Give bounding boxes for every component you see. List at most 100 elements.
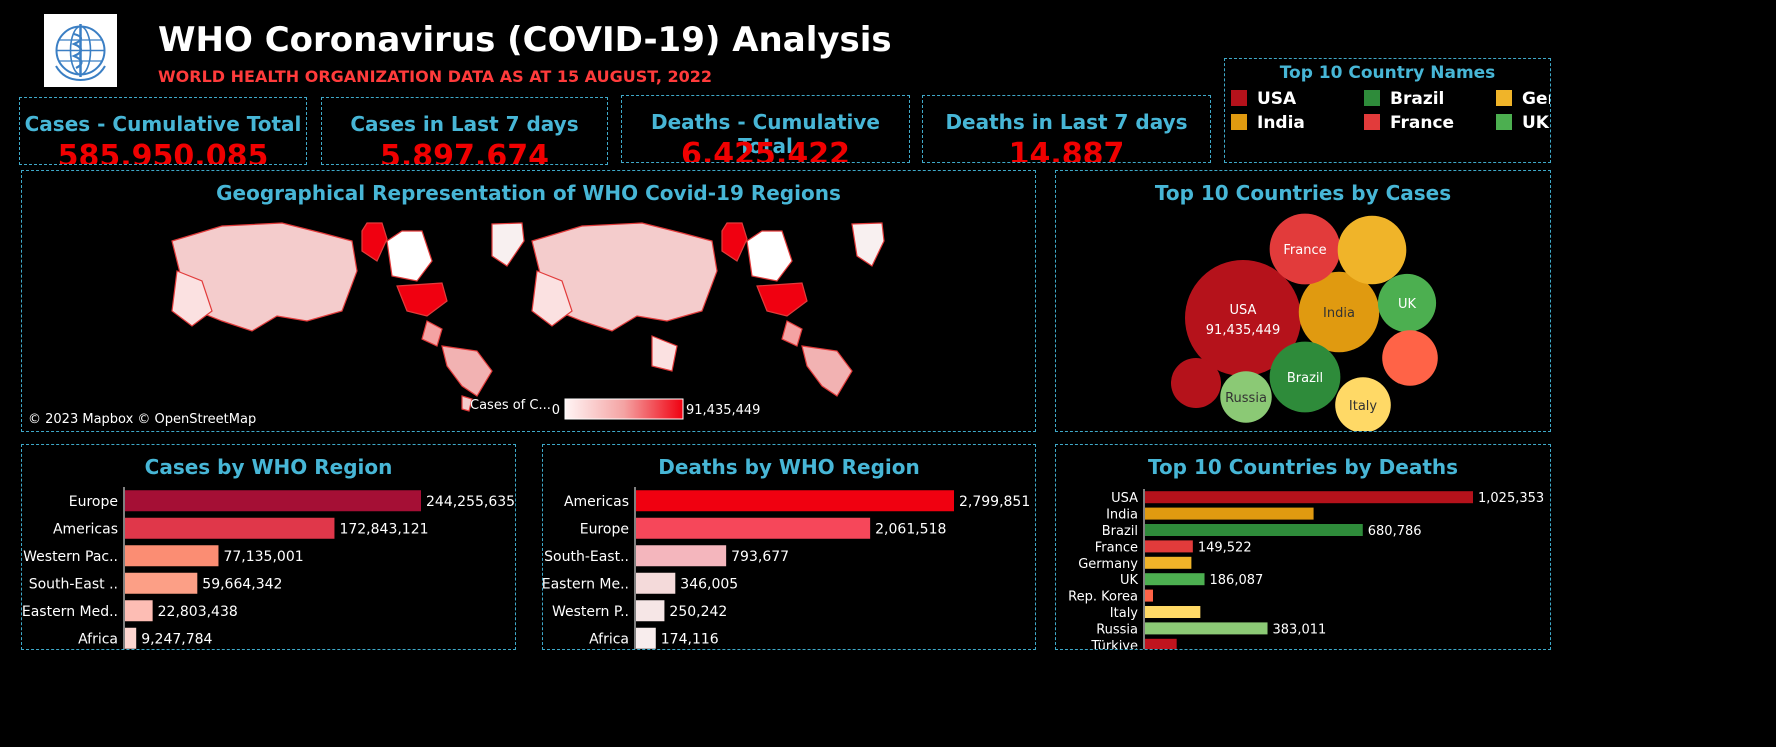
bar-value-label: 172,843,121 bbox=[339, 521, 428, 537]
bubble-india[interactable] bbox=[1298, 271, 1380, 353]
world-map[interactable]: Cases of C... 0 91,435,449 bbox=[22, 171, 1035, 431]
deaths-region-chart[interactable]: Americas 2,799,851 Europe 2,061,518 South-Ea… bbox=[543, 445, 1035, 649]
bubble-value-label: 91,435,449 bbox=[1206, 323, 1280, 338]
bar-value-label: 346,005 bbox=[680, 576, 738, 592]
bar-5[interactable] bbox=[125, 627, 137, 649]
kpi-cases-total: Cases - Cumulative Total 585,950,085 bbox=[19, 97, 307, 165]
dashboard: WHO Coronavirus (COVID-19) Analysis WORL… bbox=[8, 8, 1768, 742]
bar-value-label: 383,011 bbox=[1273, 622, 1327, 637]
bubble-label: UK bbox=[1398, 297, 1417, 312]
map-title: Geographical Representation of WHO Covid… bbox=[216, 181, 841, 205]
bar-3[interactable] bbox=[636, 572, 676, 594]
bubble-unlabeled-7[interactable] bbox=[1170, 357, 1222, 409]
bar-8[interactable] bbox=[1145, 622, 1268, 635]
bar-0[interactable] bbox=[1145, 491, 1473, 504]
kpi-deaths-total: Deaths - Cumulative Total 6,425,422 bbox=[621, 95, 910, 163]
bar-1[interactable] bbox=[125, 517, 335, 539]
kpi-title: Cases - Cumulative Total bbox=[24, 112, 302, 136]
bar-value-label: 149,522 bbox=[1198, 540, 1252, 555]
bar-value-label: 244,255,635 bbox=[426, 494, 515, 510]
bubble-unlabeled-6[interactable] bbox=[1382, 330, 1438, 386]
bar-value-label: 1,025,353 bbox=[1478, 491, 1544, 506]
legend-swatch bbox=[1496, 114, 1512, 130]
bubble-usa[interactable] bbox=[1185, 260, 1301, 376]
bar-category-label: UK bbox=[1120, 573, 1139, 588]
bar-2[interactable] bbox=[125, 545, 219, 567]
bar-category-label: Eastern Med.. bbox=[22, 604, 118, 620]
deaths-country-panel: Top 10 Countries by Deaths USA 1,025,353 I… bbox=[1055, 444, 1551, 650]
bubble-russia[interactable] bbox=[1220, 371, 1272, 423]
bar-category-label: Western P.. bbox=[552, 604, 629, 620]
bubble-france[interactable] bbox=[1269, 213, 1341, 285]
legend-item-uk[interactable]: UK bbox=[1496, 113, 1549, 133]
bubble-italy[interactable] bbox=[1335, 377, 1391, 431]
kpi-value: 6,425,422 bbox=[681, 138, 850, 163]
cases-region-panel: Cases by WHO Region Europe 244,255,635 Ame… bbox=[21, 444, 516, 650]
bar-3[interactable] bbox=[125, 572, 198, 594]
bar-7[interactable] bbox=[1145, 606, 1201, 618]
cases-region-chart[interactable]: Europe 244,255,635 Americas 172,843,121 West… bbox=[22, 445, 515, 649]
map-legend-min: 0 bbox=[552, 403, 560, 418]
bubble-title: Top 10 Countries by Cases bbox=[1154, 181, 1452, 205]
bar-value-label: 793,677 bbox=[731, 549, 789, 565]
bar-2[interactable] bbox=[1145, 524, 1363, 536]
bar-5[interactable] bbox=[1145, 573, 1205, 586]
map-copy-left bbox=[171, 222, 525, 412]
bar-category-label: Germany bbox=[1078, 557, 1138, 572]
who-emblem-icon bbox=[55, 24, 106, 82]
legend-label: USA bbox=[1257, 89, 1297, 109]
kpi-cases-7-days: Cases in Last 7 days 5,897,674 bbox=[321, 97, 608, 165]
bubble-uk[interactable] bbox=[1377, 273, 1437, 333]
country-legend: Top 10 Country Names USA Brazil Gerr Ind… bbox=[1224, 58, 1551, 163]
bar-category-label: Türkiye bbox=[1090, 639, 1138, 649]
bar-category-label: Americas bbox=[53, 521, 118, 537]
bar-1[interactable] bbox=[636, 517, 871, 539]
bar-category-label: Italy bbox=[1110, 606, 1139, 621]
bar-category-label: Brazil bbox=[1102, 524, 1138, 539]
bar-3[interactable] bbox=[1145, 540, 1193, 553]
bubble-label: Russia bbox=[1225, 391, 1267, 406]
legend-label: India bbox=[1257, 113, 1305, 133]
bar-4[interactable] bbox=[1145, 556, 1192, 569]
bar-value-label: 174,116 bbox=[661, 631, 719, 647]
bar-category-label: South-East .. bbox=[29, 576, 118, 592]
legend-label: Brazil bbox=[1390, 89, 1445, 109]
bar-category-label: Eastern Me.. bbox=[543, 576, 629, 592]
legend-item-germany[interactable]: Gerr bbox=[1496, 89, 1550, 109]
deaths-region-title: Deaths by WHO Region bbox=[658, 455, 920, 479]
legend-swatch bbox=[1231, 114, 1247, 130]
bar-6[interactable] bbox=[1145, 589, 1153, 602]
who-logo bbox=[44, 14, 117, 87]
kpi-value: 14,887 bbox=[1008, 138, 1125, 163]
bubble-unlabeled-3[interactable] bbox=[1337, 215, 1407, 285]
bar-category-label: Africa bbox=[78, 631, 118, 647]
cases-region-title: Cases by WHO Region bbox=[144, 455, 393, 479]
legend-item-france[interactable]: France bbox=[1364, 113, 1454, 133]
bar-0[interactable] bbox=[125, 490, 421, 512]
bar-category-label: South-East.. bbox=[544, 549, 629, 565]
bubble-brazil[interactable] bbox=[1269, 341, 1341, 413]
map-legend-max: 91,435,449 bbox=[686, 403, 760, 418]
legend-label: Gerr bbox=[1522, 89, 1550, 109]
legend-item-usa[interactable]: USA bbox=[1231, 89, 1296, 109]
bubble-chart[interactable]: USA 91,435,449 India France Brazil UK Russia It… bbox=[1056, 171, 1550, 431]
bar-category-label: Western Pac.. bbox=[23, 549, 118, 565]
kpi-deaths-7-days: Deaths in Last 7 days 14,887 bbox=[922, 95, 1211, 163]
bar-category-label: Rep. Korea bbox=[1068, 590, 1138, 605]
bar-category-label: Africa bbox=[589, 631, 629, 647]
kpi-value: 5,897,674 bbox=[380, 140, 549, 165]
bar-4[interactable] bbox=[636, 600, 665, 622]
bar-category-label: Russia bbox=[1096, 622, 1138, 637]
bar-1[interactable] bbox=[1145, 507, 1314, 520]
legend-item-india[interactable]: India bbox=[1231, 113, 1305, 133]
bar-category-label: France bbox=[1095, 540, 1138, 555]
bar-9[interactable] bbox=[1145, 638, 1177, 649]
legend-label: UK bbox=[1522, 113, 1549, 133]
bar-5[interactable] bbox=[636, 627, 656, 649]
legend-item-brazil[interactable]: Brazil bbox=[1364, 89, 1444, 109]
country-legend-title: Top 10 Country Names bbox=[1279, 63, 1496, 83]
bar-2[interactable] bbox=[636, 545, 727, 567]
bar-4[interactable] bbox=[125, 600, 153, 622]
bar-0[interactable] bbox=[636, 490, 954, 512]
